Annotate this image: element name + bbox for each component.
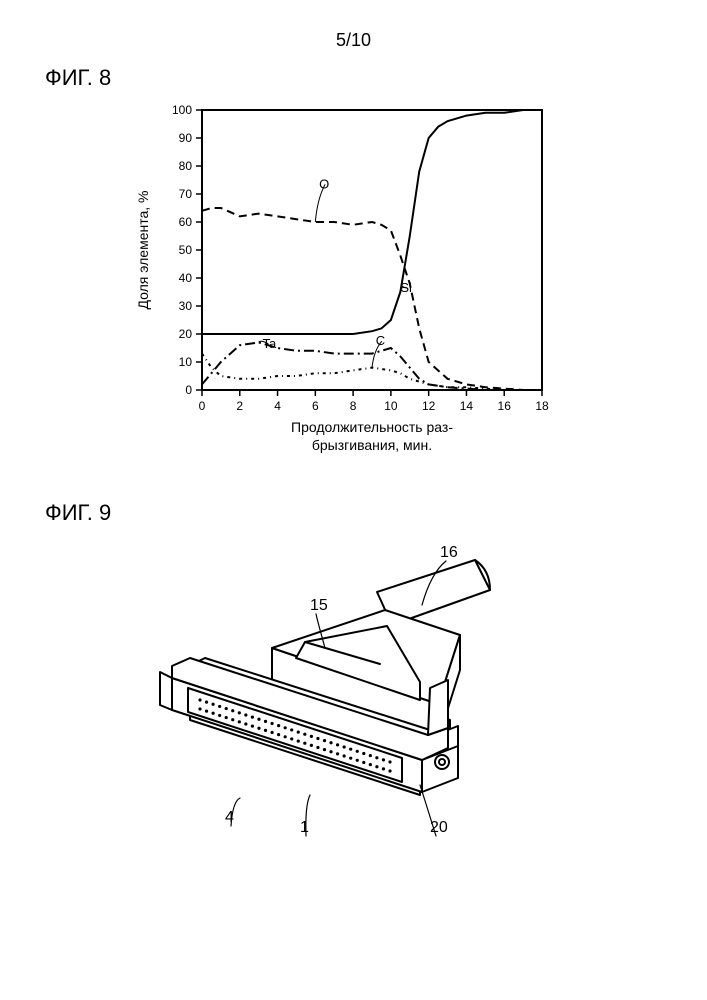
svg-text:30: 30: [179, 299, 193, 313]
figure-8-chart: 0 2 4 6 8 10 12 14 16 18 0 10 20 30 40 50 60 70 80 90 100 Про…: [130, 100, 560, 475]
svg-text:70: 70: [179, 187, 193, 201]
svg-text:80: 80: [179, 159, 193, 173]
figure-8-label: ФИГ. 8: [45, 65, 111, 91]
svg-text:15: 15: [310, 597, 328, 614]
svg-text:16: 16: [498, 399, 512, 413]
svg-text:16: 16: [440, 544, 458, 561]
svg-text:Si: Si: [400, 280, 412, 295]
svg-text:Доля элемента, %: Доля элемента, %: [135, 191, 151, 310]
svg-text:0: 0: [199, 399, 206, 413]
svg-text:4: 4: [274, 399, 281, 413]
svg-text:1: 1: [300, 819, 309, 836]
svg-text:90: 90: [179, 131, 193, 145]
figure-9-label: ФИГ. 9: [45, 500, 111, 526]
svg-text:100: 100: [172, 103, 192, 117]
svg-text:14: 14: [460, 399, 474, 413]
figure-9-diagram: 16 15 4 1 20: [130, 530, 550, 885]
svg-text:Продолжительность раз-: Продолжительность раз-: [291, 419, 453, 435]
svg-text:брызгивания, мин.: брызгивания, мин.: [312, 437, 432, 453]
svg-text:2: 2: [236, 399, 243, 413]
svg-text:12: 12: [422, 399, 436, 413]
svg-text:18: 18: [535, 399, 549, 413]
page-number: 5/10: [336, 30, 371, 51]
svg-text:C: C: [376, 333, 385, 348]
svg-text:20: 20: [430, 819, 448, 836]
svg-text:0: 0: [185, 383, 192, 397]
svg-text:10: 10: [179, 355, 193, 369]
svg-text:6: 6: [312, 399, 319, 413]
svg-text:50: 50: [179, 243, 193, 257]
svg-text:Ta: Ta: [262, 336, 277, 351]
svg-text:20: 20: [179, 327, 193, 341]
svg-text:60: 60: [179, 215, 193, 229]
svg-text:10: 10: [384, 399, 398, 413]
svg-text:4: 4: [225, 809, 234, 826]
svg-text:8: 8: [350, 399, 357, 413]
svg-text:O: O: [319, 176, 329, 191]
svg-text:40: 40: [179, 271, 193, 285]
